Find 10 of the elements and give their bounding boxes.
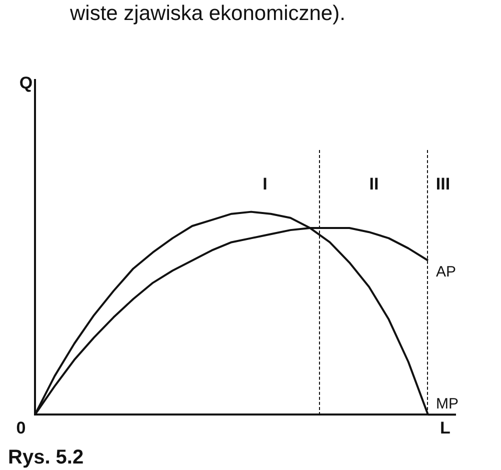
text: Q (19, 74, 33, 93)
text: III (436, 174, 450, 194)
text: II (369, 174, 379, 194)
series-label: MP (436, 396, 458, 413)
text: Rys. 5.2 (8, 446, 84, 469)
x-axis-title: L (440, 418, 450, 438)
text: 0 (16, 418, 26, 438)
text: wiste zjawiska ekonomiczne). (69, 2, 346, 25)
text: I (262, 174, 268, 194)
series-label: AP (436, 264, 456, 281)
